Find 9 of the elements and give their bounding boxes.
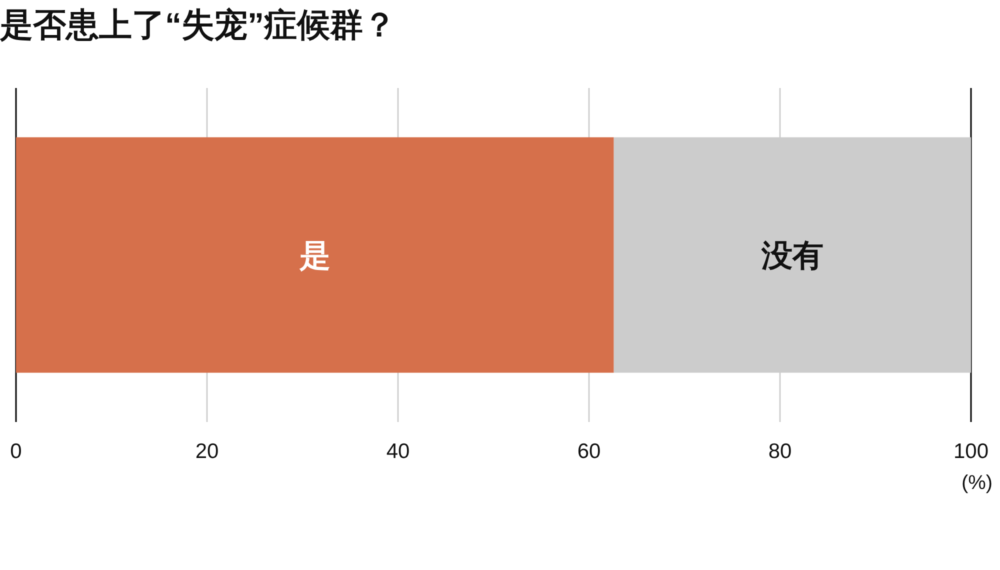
x-tick-label: 0 bbox=[10, 440, 22, 463]
series-label: 是 bbox=[299, 238, 330, 273]
series-label: 没有 bbox=[761, 238, 824, 273]
x-tick-label: 100 bbox=[953, 440, 989, 463]
x-tick-label: 20 bbox=[195, 440, 219, 463]
x-tick-label: 60 bbox=[577, 440, 601, 463]
x-tick-label: 80 bbox=[768, 440, 792, 463]
x-tick-label: 40 bbox=[386, 440, 410, 463]
x-axis-title: (%) bbox=[961, 472, 993, 494]
